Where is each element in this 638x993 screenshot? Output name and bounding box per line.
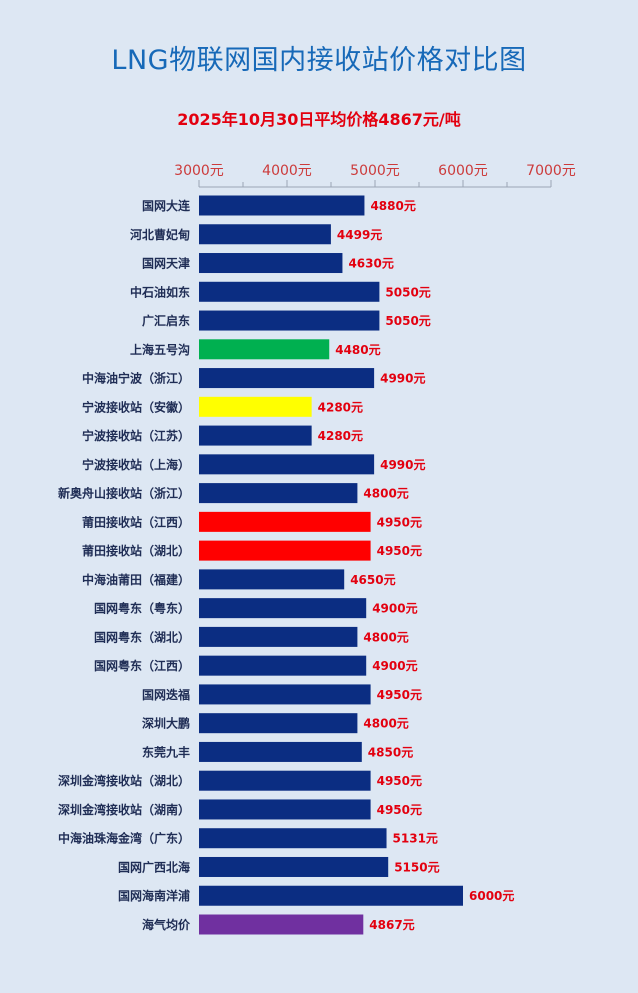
bar-24	[199, 856, 389, 877]
category-label: 上海五号沟	[130, 342, 190, 357]
value-label: 4950元	[377, 774, 422, 788]
category-label: 中海油莆田（福建）	[82, 572, 190, 587]
bar-20	[199, 741, 362, 762]
category-label: 中石油如东	[130, 284, 190, 299]
value-label: 4990元	[380, 372, 425, 386]
bar-6	[199, 339, 330, 360]
x-tick-label: 7000元	[526, 163, 576, 179]
category-label: 深圳金湾接收站（湖南）	[58, 802, 190, 817]
value-label: 4800元	[363, 487, 408, 501]
value-label: 5131元	[393, 832, 438, 846]
bar-18	[199, 684, 371, 705]
category-label: 河北曹妃甸	[129, 227, 190, 242]
category-label: 莆田接收站（江西）	[82, 514, 190, 529]
category-label: 广汇启东	[142, 313, 190, 328]
value-label: 5050元	[385, 314, 430, 328]
value-label: 4650元	[350, 573, 395, 587]
category-label: 宁波接收站（江苏）	[82, 428, 190, 443]
bar-2	[199, 224, 331, 245]
value-label: 4800元	[363, 717, 408, 731]
bar-7	[199, 368, 375, 389]
value-label: 4499元	[337, 228, 382, 242]
bar-12	[199, 511, 371, 532]
category-label: 深圳大鹏	[142, 716, 190, 731]
bar-19	[199, 713, 358, 734]
category-label: 宁波接收站（安徽）	[82, 399, 190, 414]
value-label: 4950元	[377, 688, 422, 702]
bar-1	[199, 195, 365, 216]
bar-4	[199, 281, 380, 302]
category-label: 国网粤东（湖北）	[94, 629, 190, 644]
value-label: 4800元	[363, 630, 408, 644]
category-label: 国网迭福	[142, 687, 190, 702]
category-label: 国网广西北海	[118, 859, 190, 874]
bar-14	[199, 569, 345, 590]
category-label: 中海油宁波（浙江）	[82, 371, 190, 386]
bar-23	[199, 828, 387, 849]
bar-15	[199, 598, 367, 619]
chart-subtitle: 2025年10月30日平均价格4867元/吨	[177, 110, 461, 129]
bar-10	[199, 454, 375, 475]
value-label: 4280元	[318, 429, 363, 443]
category-label: 国网海南洋浦	[118, 888, 190, 903]
bar-13	[199, 540, 371, 561]
category-label: 中海油珠海金湾（广东）	[58, 831, 190, 846]
category-label: 国网天津	[142, 256, 190, 271]
value-label: 4630元	[348, 257, 393, 271]
bar-9	[199, 425, 312, 446]
value-label: 5050元	[385, 285, 430, 299]
category-label: 东莞九丰	[142, 744, 190, 759]
value-label: 4950元	[377, 544, 422, 558]
bar-16	[199, 626, 358, 647]
category-label: 国网粤东（粤东）	[94, 601, 190, 616]
bar-25	[199, 885, 463, 906]
value-label: 4480元	[335, 343, 380, 357]
value-label: 4900元	[372, 602, 417, 616]
category-label: 新奥舟山接收站（浙江）	[58, 486, 190, 501]
category-label: 国网大连	[142, 198, 191, 213]
category-label: 国网粤东（江西）	[94, 658, 190, 673]
value-label: 5150元	[394, 860, 439, 874]
value-label: 4280元	[318, 400, 363, 414]
chart-title: LNG物联网国内接收站价格对比图	[111, 45, 527, 76]
bar-17	[199, 655, 367, 676]
bar-5	[199, 310, 380, 331]
category-label: 莆田接收站（湖北）	[82, 543, 190, 558]
bar-21	[199, 770, 371, 791]
value-label: 4950元	[377, 803, 422, 817]
value-label: 4990元	[380, 458, 425, 472]
value-label: 6000元	[469, 889, 514, 903]
category-label: 深圳金湾接收站（湖北）	[58, 773, 190, 788]
bar-8	[199, 396, 312, 417]
x-tick-label: 6000元	[438, 163, 488, 179]
value-label: 4880元	[370, 199, 415, 213]
value-label: 4867元	[369, 918, 414, 932]
category-label: 宁波接收站（上海）	[82, 457, 190, 472]
x-tick-label: 5000元	[350, 163, 400, 179]
bar-22	[199, 799, 371, 820]
bar-3	[199, 253, 343, 274]
value-label: 4950元	[377, 515, 422, 529]
bar-11	[199, 483, 358, 504]
value-label: 4850元	[368, 745, 413, 759]
x-tick-label: 3000元	[174, 163, 224, 179]
category-label: 海气均价	[142, 917, 191, 932]
value-label: 4900元	[372, 659, 417, 673]
bar-26	[199, 914, 364, 935]
x-tick-label: 4000元	[262, 163, 312, 179]
